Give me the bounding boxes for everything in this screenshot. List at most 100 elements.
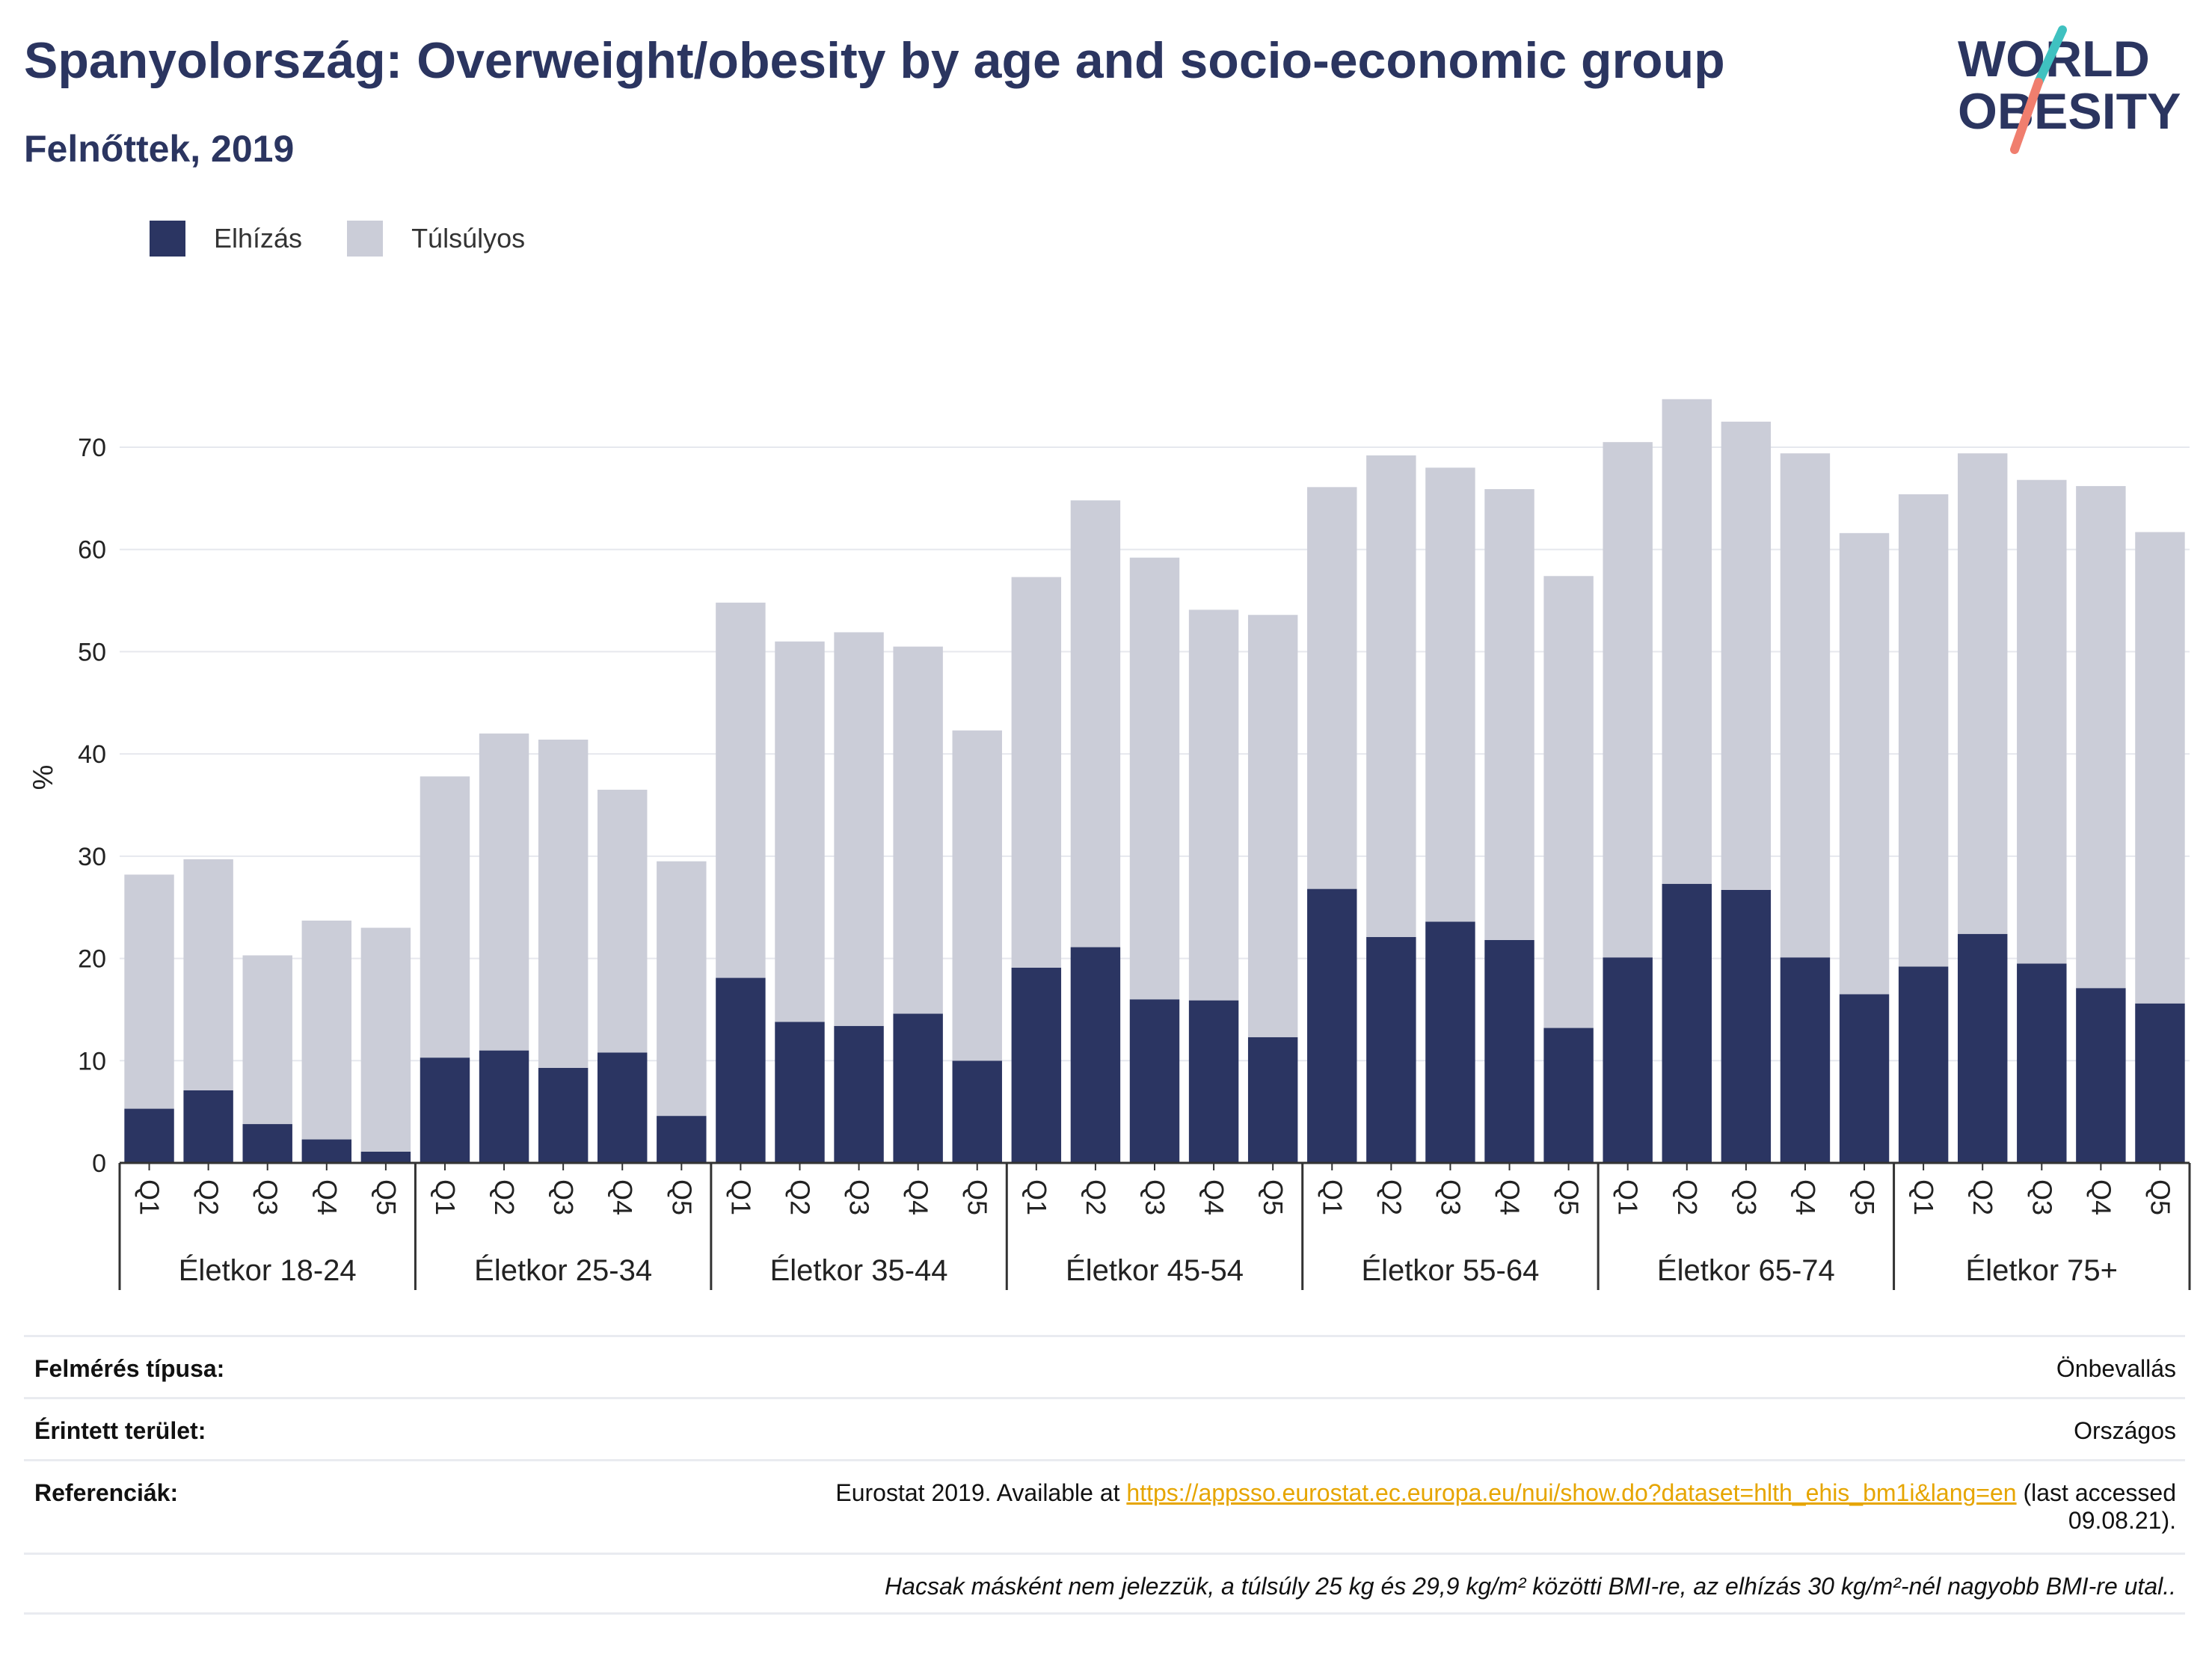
reference-date: 09.08.21). — [2068, 1507, 2176, 1534]
bar-overweight — [834, 632, 884, 1026]
bar-obese — [597, 1052, 648, 1163]
logo-text-obesity: OBESITY — [1958, 83, 2181, 140]
bar-obese — [1957, 933, 2008, 1163]
bar-obese — [1188, 1000, 1239, 1163]
x-tick-label-quintile: Q3 — [1435, 1179, 1466, 1215]
bar-obese — [1484, 939, 1534, 1163]
bar-obese — [1898, 966, 1949, 1163]
x-tick-label-quintile: Q5 — [1554, 1179, 1585, 1215]
x-tick-label-quintile: Q2 — [1967, 1179, 1998, 1215]
bar-overweight — [242, 955, 292, 1125]
bar-overweight — [1957, 453, 2008, 934]
bar-overweight — [597, 789, 648, 1053]
x-group-label: Életkor 45-54 — [1066, 1253, 1244, 1287]
x-tick-label-quintile: Q4 — [1495, 1179, 1526, 1215]
bar-overweight — [1780, 453, 1831, 958]
bar-obese — [360, 1151, 411, 1163]
y-tick-label: 70 — [78, 434, 106, 462]
survey-type-value: Önbevallás — [2056, 1355, 2176, 1382]
bar-obese — [1721, 889, 1772, 1163]
bar-obese — [538, 1067, 589, 1163]
bar-obese — [1247, 1037, 1298, 1163]
x-tick-label-quintile: Q1 — [1021, 1179, 1052, 1215]
references-value: Eurostat 2019. Available at https://apps… — [835, 1479, 2176, 1535]
x-tick-label-quintile: Q5 — [2145, 1179, 2175, 1215]
x-tick-label-quintile: Q2 — [784, 1179, 815, 1215]
logo-slash-coral — [2010, 78, 2043, 154]
x-tick-label-quintile: Q4 — [1790, 1179, 1821, 1215]
bar-overweight — [1129, 557, 1180, 1000]
bar-overweight — [301, 920, 352, 1140]
bar-obese — [1662, 883, 1712, 1163]
bar-obese — [2135, 1003, 2185, 1163]
x-tick-label-quintile: Q1 — [430, 1179, 461, 1215]
bar-overweight — [2135, 532, 2185, 1004]
bar-obese — [1129, 999, 1180, 1163]
x-tick-label-quintile: Q3 — [548, 1179, 579, 1215]
legend-swatch-overweight — [347, 221, 384, 257]
bar-obese — [716, 977, 766, 1163]
bar-obese — [1307, 888, 1357, 1163]
bar-obese — [1780, 957, 1831, 1163]
bar-overweight — [1425, 467, 1475, 922]
bar-obese — [124, 1108, 174, 1163]
x-tick-label-quintile: Q3 — [2027, 1179, 2057, 1215]
x-tick-label-quintile: Q1 — [135, 1179, 165, 1215]
x-tick-label-quintile: Q1 — [1613, 1179, 1644, 1215]
x-tick-label-quintile: Q1 — [725, 1179, 756, 1215]
x-group-label: Életkor 65-74 — [1657, 1253, 1835, 1287]
legend-item-obese[interactable]: Elhízás — [150, 221, 302, 257]
bar-obese — [1543, 1028, 1594, 1163]
x-tick-label-quintile: Q5 — [371, 1179, 402, 1215]
x-tick-label-quintile: Q3 — [253, 1179, 283, 1215]
reference-link[interactable]: https://appsso.eurostat.ec.europa.eu/nui… — [1126, 1479, 2017, 1506]
x-tick-label-quintile: Q4 — [903, 1179, 934, 1215]
references-label: Referenciák: — [34, 1479, 179, 1506]
reference-suffix: (last accessed — [2016, 1479, 2176, 1506]
legend-swatch-obese — [150, 221, 185, 257]
info-row-area: Érintett terület: Országos — [24, 1397, 2185, 1459]
x-tick-label-quintile: Q2 — [1376, 1179, 1407, 1215]
bar-overweight — [1247, 615, 1298, 1037]
bar-overweight — [1070, 500, 1121, 948]
bar-overweight — [1543, 576, 1594, 1028]
x-tick-label-quintile: Q2 — [1672, 1179, 1703, 1215]
x-tick-label-quintile: Q2 — [194, 1179, 224, 1215]
bar-overweight — [1721, 421, 1772, 890]
logo-slash-teal — [2034, 25, 2067, 87]
bar-obese — [1366, 936, 1416, 1163]
bar-overweight — [538, 740, 589, 1068]
bar-overweight — [1188, 610, 1239, 1001]
bar-overweight — [1484, 489, 1534, 940]
bar-obese — [657, 1116, 707, 1163]
chart-legend: Elhízás Túlsúlyos — [150, 221, 570, 257]
bar-overweight — [479, 733, 529, 1051]
bar-overweight — [1307, 487, 1357, 889]
x-tick-label-quintile: Q5 — [1849, 1179, 1880, 1215]
info-row-survey: Felmérés típusa: Önbevallás — [24, 1335, 2185, 1397]
info-row-references: Referenciák: Eurostat 2019. Available at… — [24, 1459, 2185, 1553]
x-tick-label-quintile: Q3 — [1731, 1179, 1762, 1215]
x-tick-label-quintile: Q1 — [1317, 1179, 1348, 1215]
survey-type-label: Felmérés típusa: — [34, 1355, 225, 1382]
x-tick-label-quintile: Q4 — [2086, 1179, 2116, 1215]
y-tick-label: 40 — [78, 740, 106, 769]
info-table: Felmérés típusa: Önbevallás Érintett ter… — [24, 1335, 2185, 1615]
bar-obese — [1011, 967, 1062, 1163]
bar-obese — [952, 1060, 1002, 1163]
bar-obese — [479, 1050, 529, 1163]
x-group-label: Életkor 18-24 — [179, 1253, 357, 1287]
bar-overweight — [1366, 455, 1416, 937]
bar-obese — [2017, 963, 2067, 1163]
bar-overweight — [1603, 442, 1653, 958]
info-row-note: Hacsak másként nem jelezzük, a túlsúly 2… — [24, 1553, 2185, 1615]
bar-overweight — [1839, 532, 1890, 995]
area-value: Országos — [2074, 1417, 2176, 1444]
legend-item-overweight[interactable]: Túlsúlyos — [347, 221, 525, 257]
bar-obese — [775, 1022, 825, 1163]
bar-obese — [420, 1057, 470, 1163]
legend-label-obese: Elhízás — [214, 223, 303, 254]
bar-overweight — [183, 859, 233, 1090]
x-tick-label-quintile: Q5 — [1258, 1179, 1288, 1215]
bar-overweight — [1011, 577, 1062, 968]
